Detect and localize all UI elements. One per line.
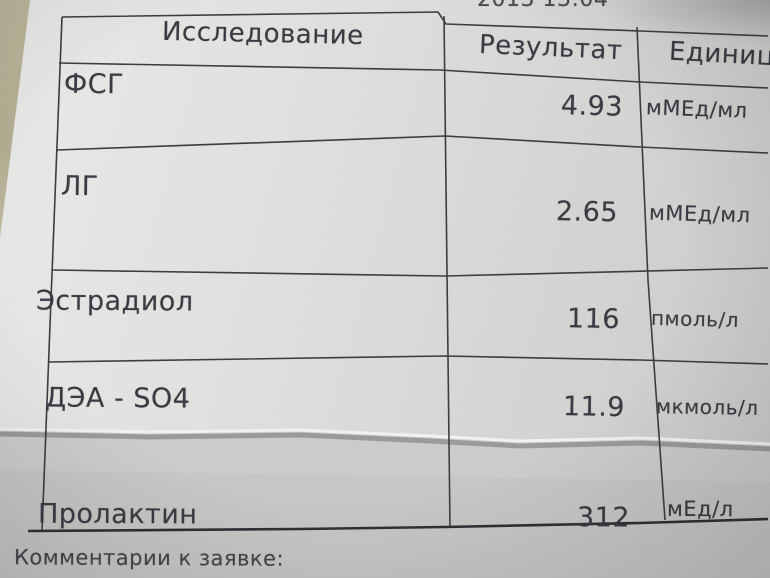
row-units: мМЕд/мл — [648, 200, 751, 228]
row-line-1 — [56, 135, 769, 154]
fold-lower-paper-shade — [0, 470, 770, 578]
corner-shadow — [590, 0, 770, 46]
row-units: мкмоль/л — [655, 394, 759, 420]
row-units: мМЕд/мл — [645, 95, 748, 123]
row-label: ДЭА - SO4 — [44, 382, 191, 415]
row-units: мЕд/л — [666, 496, 734, 522]
clipped-timestamp: 2013 13:04 — [477, 0, 608, 12]
row-result: 2.65 — [555, 196, 619, 229]
row-result: 116 — [566, 303, 621, 336]
row-line-2 — [52, 267, 769, 277]
row-line-3 — [47, 355, 769, 365]
column-divider-result — [443, 15, 451, 529]
column-header-test: Исследование — [161, 16, 364, 52]
fold-crease-edge — [0, 427, 770, 446]
row-result: 11.9 — [562, 391, 626, 424]
comments-label: Комментарии к заявке: — [13, 545, 285, 571]
column-divider-units — [636, 26, 666, 521]
header-bottom-line — [58, 62, 769, 89]
table-left-border — [41, 16, 63, 532]
table-bottom-border — [27, 517, 769, 533]
column-header-result: Результат — [478, 29, 624, 67]
table-top-border — [61, 11, 769, 37]
row-result: 312 — [576, 502, 631, 534]
row-result: 4.93 — [560, 90, 624, 123]
row-label: Эстрадиол — [35, 285, 194, 318]
row-label: ЛГ — [60, 170, 99, 203]
fold-crease-shadow — [0, 431, 770, 452]
row-label: ФСГ — [63, 68, 125, 101]
row-units: пмоль/л — [650, 305, 740, 333]
row-label: Пролактин — [37, 498, 198, 531]
